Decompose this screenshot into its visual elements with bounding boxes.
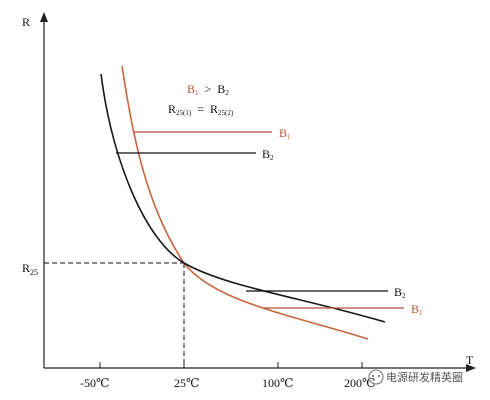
x-tick-label: 200℃: [344, 376, 375, 390]
wechat-icon-dot: [377, 374, 381, 378]
wechat-icon: [368, 369, 384, 385]
x-tick-label: 100℃: [262, 376, 293, 390]
annotation-b1-gt-b2: B1 > B2: [187, 82, 229, 97]
b1-curve: [121, 65, 369, 340]
x-axis-label: T: [466, 353, 474, 367]
x-axis-arrow: [466, 364, 476, 372]
b2-curve: [100, 73, 386, 323]
x-tick-label: 25℃: [174, 376, 199, 390]
watermark: 电源研发精英圈: [368, 369, 463, 385]
y-axis-arrow: [40, 12, 48, 22]
r25-label: R25: [22, 261, 38, 277]
watermark-text: 电源研发精英圈: [386, 370, 463, 384]
b1-bottom-label: B1: [411, 302, 423, 317]
b1-top-label: B1: [279, 126, 291, 141]
y-axis-label: R: [22, 15, 30, 29]
b2-bottom-label: B2: [394, 285, 406, 300]
annotation-r25-equal: R25(1) = R25(2): [168, 102, 234, 117]
b2-top-label: B2: [262, 147, 274, 162]
wechat-icon-dot: [371, 374, 375, 378]
x-tick-label: -50℃: [80, 376, 109, 390]
